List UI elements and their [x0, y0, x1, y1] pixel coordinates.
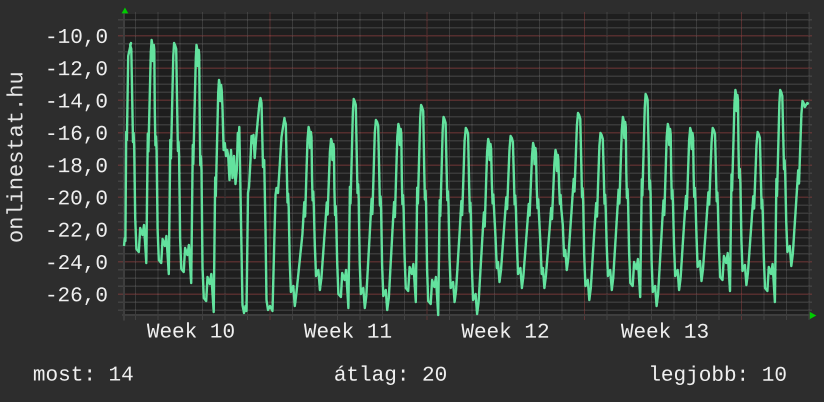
svg-text:-10,0: -10,0 [45, 27, 108, 50]
svg-text:Week 13: Week 13 [621, 322, 709, 345]
svg-text:Week 12: Week 12 [461, 322, 549, 345]
svg-text:-20,0: -20,0 [45, 188, 108, 211]
svg-text:-22,0: -22,0 [45, 221, 108, 244]
svg-text:-12,0: -12,0 [45, 59, 108, 82]
svg-text:-16,0: -16,0 [45, 124, 108, 147]
svg-text:onlinestat.hu: onlinestat.hu [4, 71, 29, 243]
svg-text:-18,0: -18,0 [45, 156, 108, 179]
svg-text:-14,0: -14,0 [45, 91, 108, 114]
svg-text:legjobb: 10: legjobb: 10 [648, 365, 787, 388]
svg-text:most: 14: most: 14 [33, 364, 134, 387]
svg-text:-26,0: -26,0 [45, 285, 108, 308]
svg-text:átlag: 20: átlag: 20 [334, 365, 447, 388]
svg-text:Week 10: Week 10 [147, 322, 235, 345]
svg-text:-24,0: -24,0 [45, 253, 108, 276]
svg-text:Week 11: Week 11 [304, 322, 392, 345]
